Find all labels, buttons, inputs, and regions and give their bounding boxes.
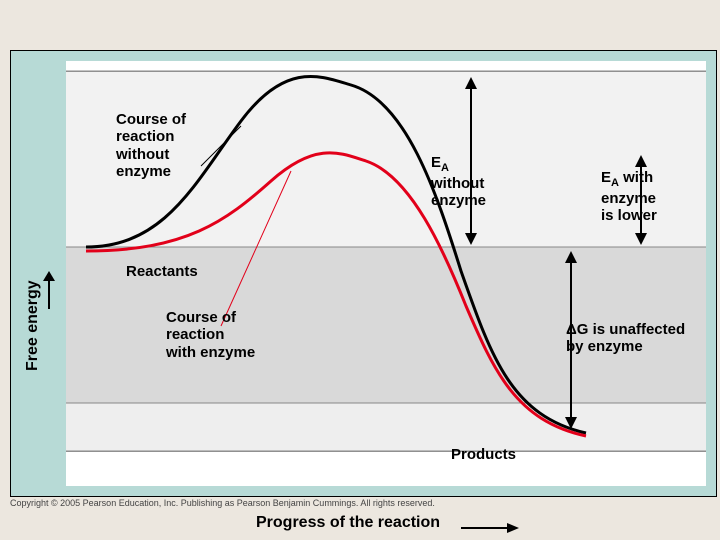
label-ea-without: EAwithoutenzyme (431, 154, 486, 209)
label-course-with: Course of reaction with enzyme (166, 309, 255, 361)
curve-with-enzyme (86, 153, 586, 436)
label-ea-with: EA withenzymeis lower (601, 169, 657, 224)
slide-page: Free energy (0, 0, 720, 540)
label-course-without: Course of reaction without enzyme (116, 111, 186, 180)
copyright-text: Copyright © 2005 Pearson Education, Inc.… (10, 498, 435, 508)
x-axis-label: Progress of the reaction (256, 514, 440, 532)
x-axis-arrow-icon (459, 522, 519, 534)
label-reactants: Reactants (126, 263, 198, 280)
label-products: Products (451, 446, 516, 463)
pointer-without (201, 126, 241, 166)
figure-panel: Free energy (10, 50, 717, 497)
y-axis-arrow-icon (39, 271, 59, 311)
label-delta-g: ΔG is unaffectedby enzyme (566, 321, 685, 356)
